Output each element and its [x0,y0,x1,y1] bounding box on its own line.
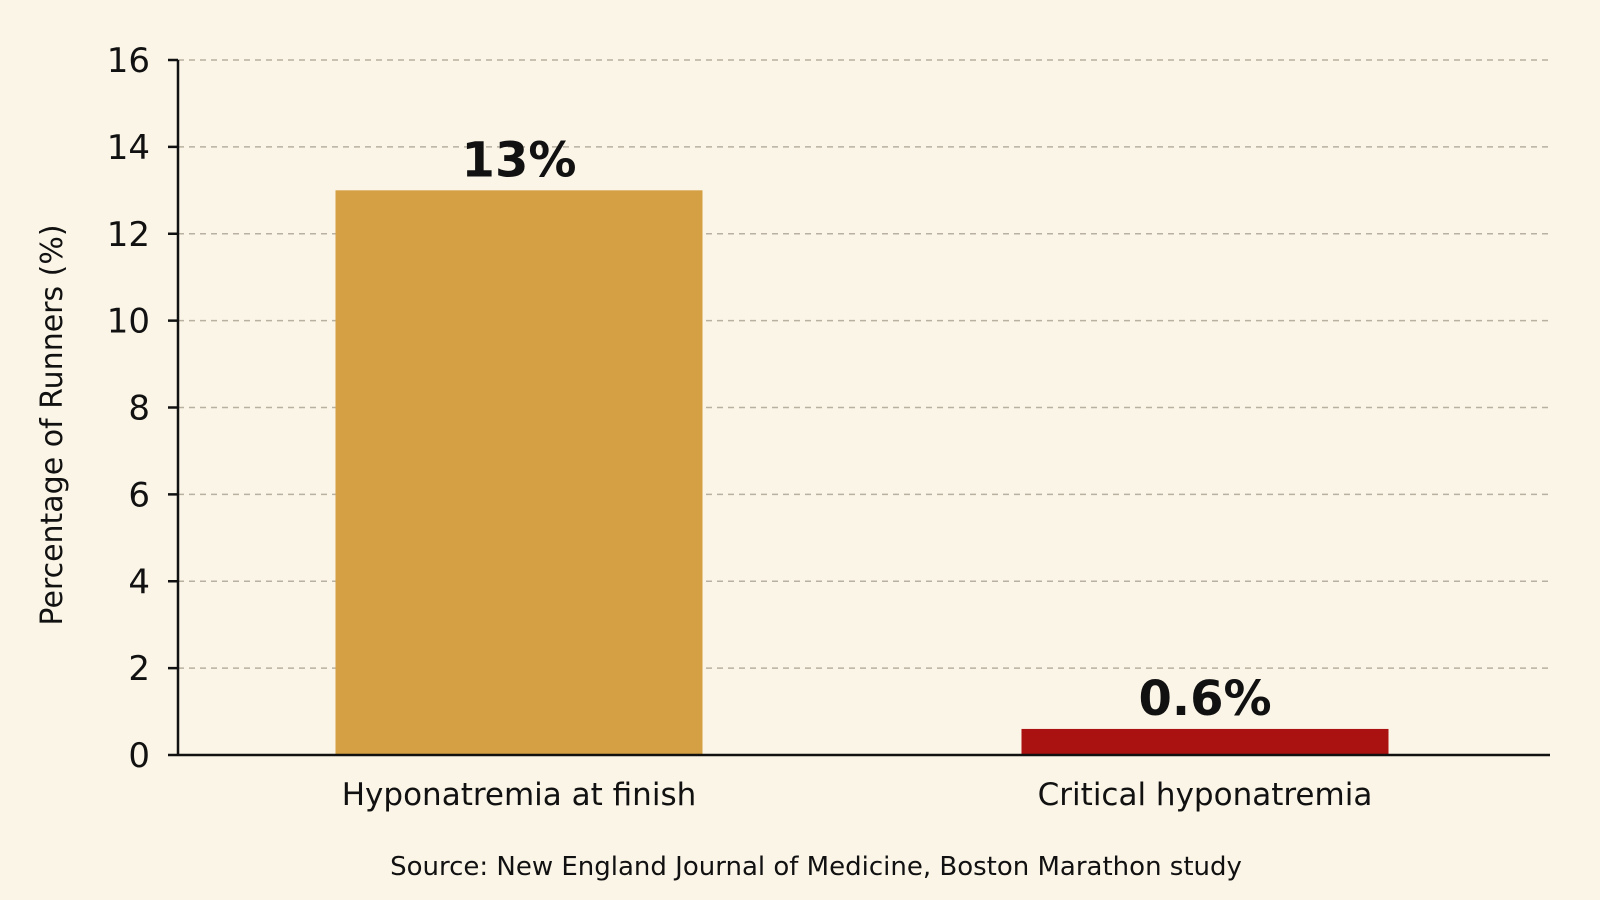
value-label-1: 0.6% [1138,671,1271,727]
source-note: Source: New England Journal of Medicine,… [390,852,1242,882]
category-label-1: Critical hyponatremia [1038,777,1373,813]
y-tick-label: 12 [107,215,150,255]
x-category-labels: Hyponatremia at finish Critical hyponatre… [342,777,1373,813]
y-tick-label: 2 [128,649,150,689]
y-tick-label: 8 [128,389,150,429]
value-labels: 13% 0.6% [462,132,1272,727]
category-label-0: Hyponatremia at finish [342,777,697,813]
y-tick-label: 14 [107,128,150,168]
bar-0 [335,190,703,755]
y-tick-labels: 0 2 4 6 8 10 12 14 16 [107,41,150,776]
y-tick-label: 10 [107,302,150,342]
y-tick-label: 0 [128,736,150,776]
y-tick-label: 16 [107,41,150,81]
gridlines [178,59,1550,669]
axes [168,58,1550,757]
bars [335,190,1389,755]
y-tick-label: 6 [128,475,150,515]
y-tick-label: 4 [128,562,150,602]
value-label-0: 13% [462,132,577,188]
y-axis-title: Percentage of Runners (%) [35,224,70,625]
bar-1 [1021,728,1389,755]
